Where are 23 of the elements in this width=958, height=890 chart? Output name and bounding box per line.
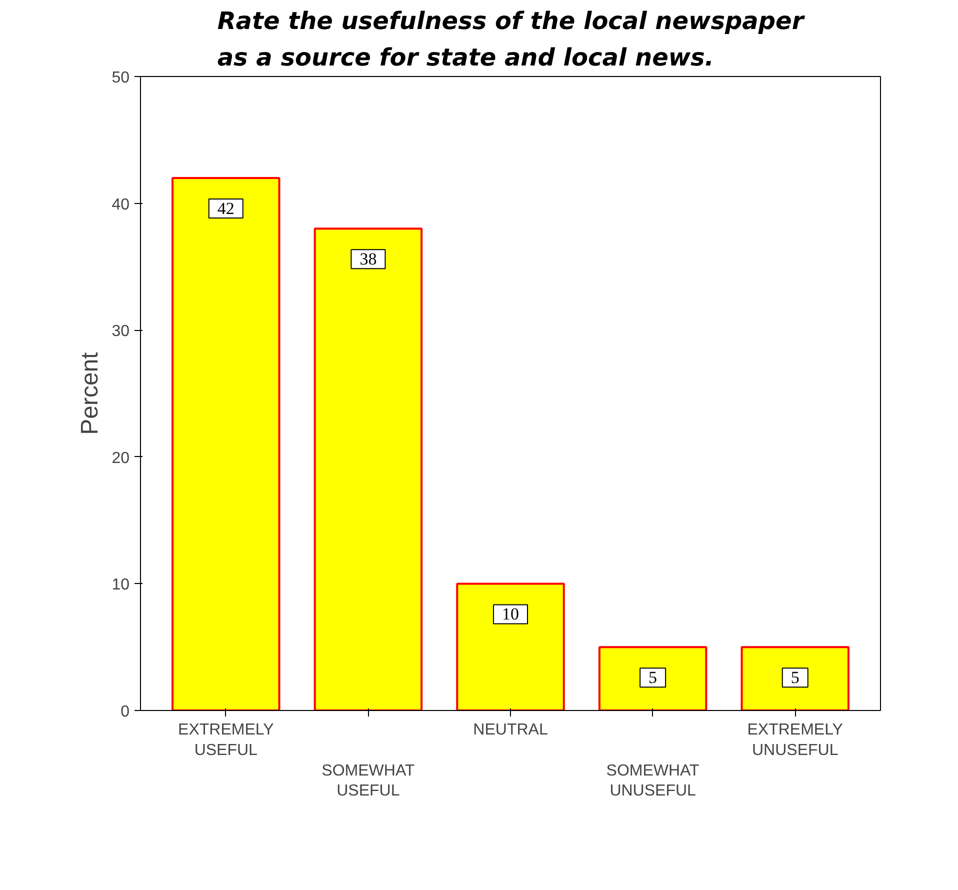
data-label: 42 <box>208 198 243 218</box>
data-label: 10 <box>494 604 528 624</box>
bar <box>314 228 423 710</box>
data-label: 5 <box>782 668 808 688</box>
chart-title: Rate the usefulness of the local newspaper as a source for state and local news. <box>217 7 806 72</box>
y-axis-title: Percent <box>76 352 104 435</box>
y-tick-label: 10 <box>112 576 130 594</box>
bar <box>740 646 850 710</box>
x-tick-label: NEUTRAL <box>473 722 548 738</box>
x-tick-label: SOMEWHAT UNUSEFUL <box>606 762 700 800</box>
y-tick-label: 20 <box>112 450 130 467</box>
y-tick-label: 40 <box>112 196 130 214</box>
y-tick-label: 50 <box>112 70 130 86</box>
x-tick-label: EXTREMELY UNUSEFUL <box>747 722 844 759</box>
data-label: 5 <box>640 668 666 688</box>
bar <box>598 646 708 710</box>
data-label: 38 <box>351 250 386 269</box>
y-tick-label: 30 <box>112 323 130 340</box>
y-tick-label: 0 <box>120 704 130 720</box>
bar <box>456 582 565 710</box>
x-tick-label: SOMEWHAT USEFUL <box>322 762 415 800</box>
x-tick-label: EXTREMELY USEFUL <box>178 722 274 759</box>
bar <box>172 176 280 710</box>
